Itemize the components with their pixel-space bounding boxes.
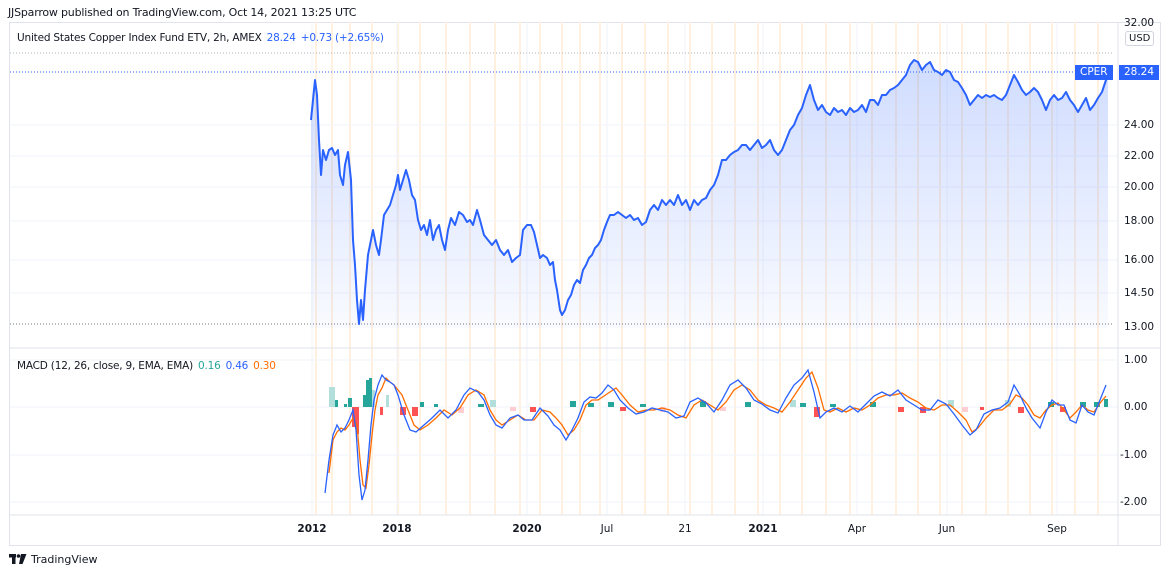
macd-tick: -1.00 — [1120, 449, 1148, 461]
macd-value: 0.46 — [225, 360, 249, 372]
time-tick: 2020 — [512, 523, 542, 535]
time-tick: 2012 — [297, 523, 327, 535]
price-line — [310, 59, 1109, 325]
price-tick: 14.50 — [1124, 287, 1155, 299]
macd-tick: -2.00 — [1120, 496, 1148, 508]
time-tick: Sep — [1047, 523, 1067, 535]
macd-signal-value: 0.30 — [253, 360, 276, 372]
macd-title: MACD (12, 26, close, 9, EMA, EMA) — [17, 360, 193, 372]
symbol-legend[interactable]: United States Copper Index Fund ETV, 2h,… — [17, 32, 384, 44]
last-price-tag: 28.24 — [1119, 65, 1159, 80]
symbol-title: United States Copper Index Fund ETV, 2h,… — [17, 32, 262, 44]
time-tick: Jun — [938, 523, 956, 535]
price-tick: 13.00 — [1124, 321, 1155, 333]
price-change: +0.73 (+2.65%) — [300, 32, 384, 44]
symbol-price-tag: CPER — [1075, 65, 1113, 80]
price-tick: 16.00 — [1124, 254, 1155, 266]
chart-frame — [9, 22, 1161, 546]
tradingview-logo[interactable]: TradingView — [9, 553, 97, 566]
signal-line — [328, 370, 1107, 490]
tradingview-brand: TradingView — [31, 553, 98, 566]
time-tick: Jul — [600, 523, 614, 535]
currency-button[interactable]: USD — [1125, 31, 1155, 46]
macd-tick: 0.00 — [1124, 401, 1148, 413]
macd-tick: 1.00 — [1124, 354, 1148, 366]
last-price: 28.24 — [266, 32, 296, 44]
time-tick: Apr — [847, 523, 867, 535]
price-tick: 24.00 — [1124, 119, 1155, 131]
price-area — [311, 60, 1108, 328]
tradingview-logo-icon — [9, 554, 27, 565]
price-tick: 18.00 — [1124, 215, 1155, 227]
price-tick: 20.00 — [1124, 181, 1155, 193]
publisher-line: JJSparrow published on TradingView.com, … — [8, 6, 357, 19]
macd-line — [324, 368, 1107, 501]
time-tick: 21 — [678, 523, 692, 535]
time-tick: 2021 — [748, 523, 778, 535]
macd-histogram-value: 0.16 — [197, 360, 221, 372]
macd-legend[interactable]: MACD (12, 26, close, 9, EMA, EMA) 0.16 0.4… — [17, 360, 276, 372]
price-tick: 22.00 — [1124, 150, 1155, 162]
time-tick: 2018 — [382, 523, 412, 535]
price-tick-top: 32.00 — [1124, 17, 1155, 26]
